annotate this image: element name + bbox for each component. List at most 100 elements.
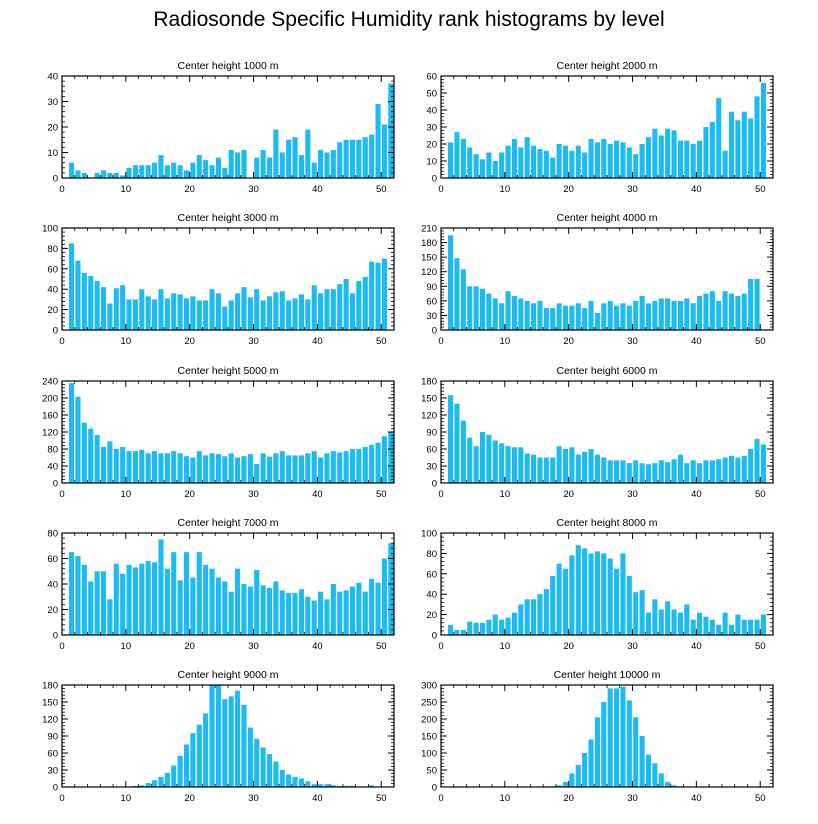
panel-title: Center height 2000 m bbox=[557, 60, 658, 72]
bar bbox=[241, 149, 247, 178]
x-tick-label: 30 bbox=[248, 489, 259, 500]
y-tick-label: 120 bbox=[421, 411, 437, 422]
bar bbox=[479, 159, 486, 178]
bar bbox=[479, 622, 486, 635]
bar bbox=[75, 555, 81, 635]
bar bbox=[614, 140, 620, 178]
bar bbox=[305, 596, 311, 635]
bar bbox=[75, 260, 81, 330]
bar bbox=[203, 160, 209, 178]
bar bbox=[645, 137, 652, 178]
bar bbox=[652, 463, 658, 483]
y-tick-label: 50 bbox=[426, 89, 437, 100]
x-tick-label: 10 bbox=[500, 793, 511, 804]
x-tick-label: 40 bbox=[312, 489, 323, 500]
bar bbox=[254, 289, 260, 330]
bar bbox=[228, 149, 234, 178]
x-tick-label: 40 bbox=[312, 641, 323, 652]
bar bbox=[633, 300, 639, 330]
y-tick-label: 0 bbox=[432, 174, 437, 185]
x-tick-label: 40 bbox=[312, 336, 323, 347]
bar bbox=[94, 434, 100, 483]
bar bbox=[247, 297, 253, 330]
bar bbox=[639, 590, 645, 635]
bar bbox=[531, 145, 537, 178]
bar bbox=[645, 464, 652, 483]
bar bbox=[113, 449, 119, 483]
bar bbox=[518, 298, 524, 330]
bar bbox=[190, 457, 196, 483]
bar bbox=[620, 460, 626, 483]
y-tick-label: 0 bbox=[432, 631, 437, 642]
bar bbox=[505, 446, 511, 483]
bar bbox=[658, 773, 664, 787]
bar bbox=[543, 308, 549, 330]
bar bbox=[337, 452, 343, 483]
bar bbox=[499, 303, 505, 330]
bar bbox=[511, 447, 517, 483]
bar bbox=[349, 449, 356, 483]
bar bbox=[505, 617, 511, 635]
bar bbox=[594, 551, 600, 635]
bar bbox=[588, 449, 594, 483]
bar bbox=[607, 144, 613, 178]
bar bbox=[183, 298, 190, 330]
bar bbox=[215, 454, 221, 483]
bar bbox=[639, 463, 645, 483]
bar bbox=[531, 303, 537, 330]
bar bbox=[318, 784, 324, 787]
bar bbox=[588, 138, 594, 178]
bar bbox=[177, 165, 183, 178]
bar bbox=[273, 292, 279, 330]
bar bbox=[324, 289, 330, 330]
bar bbox=[369, 785, 375, 787]
bar bbox=[100, 571, 107, 635]
bar bbox=[684, 298, 690, 330]
x-tick-label: 40 bbox=[691, 489, 702, 500]
bar bbox=[556, 303, 562, 330]
bar bbox=[697, 612, 703, 635]
bar bbox=[190, 733, 196, 787]
x-tick-label: 10 bbox=[121, 793, 132, 804]
bar bbox=[330, 149, 336, 178]
y-tick-label: 30 bbox=[47, 97, 58, 108]
bar bbox=[601, 138, 607, 178]
bar bbox=[318, 149, 324, 178]
panel-3: Center height 3000 m 0 20 40 60 80 100 0 10 20 30 4… bbox=[42, 212, 395, 347]
bar bbox=[645, 612, 652, 635]
bar bbox=[145, 453, 151, 483]
bar bbox=[362, 276, 368, 330]
bar bbox=[633, 154, 639, 178]
bar bbox=[677, 454, 683, 483]
bar bbox=[645, 303, 652, 330]
bar bbox=[356, 281, 362, 330]
bar bbox=[330, 584, 336, 635]
x-tick-label: 50 bbox=[755, 489, 766, 500]
bar bbox=[467, 437, 473, 483]
bar bbox=[164, 568, 170, 635]
bar bbox=[677, 612, 683, 635]
x-tick-label: 30 bbox=[627, 336, 638, 347]
panel-title: Center height 5000 m bbox=[178, 365, 279, 377]
y-tick-label: 0 bbox=[53, 631, 58, 642]
bar bbox=[601, 457, 607, 483]
bar bbox=[575, 145, 581, 178]
bar bbox=[324, 453, 330, 483]
y-tick-label: 30 bbox=[426, 311, 437, 322]
y-tick-label: 30 bbox=[47, 766, 58, 777]
bar bbox=[292, 137, 298, 178]
bar bbox=[556, 144, 562, 178]
bar bbox=[473, 446, 479, 483]
panel-title: Center height 6000 m bbox=[557, 365, 658, 377]
bar bbox=[292, 455, 298, 483]
bar bbox=[369, 578, 375, 635]
y-tick-label: 30 bbox=[426, 123, 437, 134]
bar bbox=[113, 563, 119, 635]
bar bbox=[677, 140, 683, 178]
bar bbox=[754, 619, 760, 635]
y-tick-label: 90 bbox=[47, 732, 58, 743]
y-tick-label: 150 bbox=[421, 394, 437, 405]
bar bbox=[356, 139, 362, 178]
bar bbox=[735, 614, 741, 635]
bar bbox=[550, 308, 556, 330]
